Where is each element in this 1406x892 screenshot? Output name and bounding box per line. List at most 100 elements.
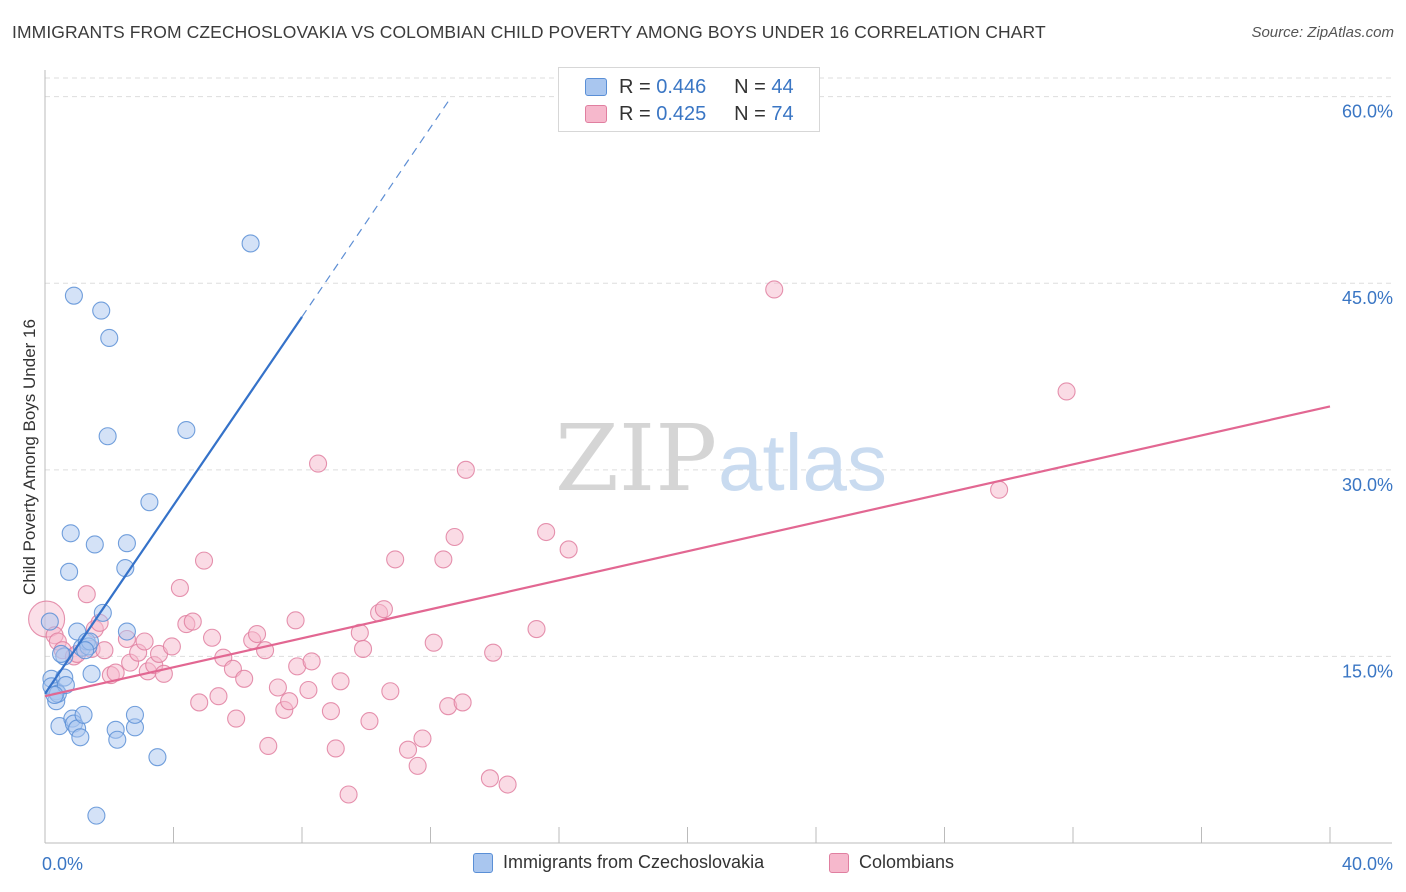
colombians-point — [360, 712, 379, 731]
czechoslovakia-point — [61, 524, 80, 543]
colombians-point — [190, 693, 209, 712]
colombians-point — [331, 672, 350, 691]
y-tick-label: 30.0% — [1342, 475, 1393, 495]
colombians-point — [453, 693, 472, 712]
czechoslovakia-point — [117, 534, 136, 553]
trendlines — [44, 98, 1331, 698]
czechoslovakia-point — [71, 728, 90, 747]
colombians-point — [374, 600, 393, 619]
series-name: Colombians — [859, 852, 955, 872]
czechoslovakia-point — [108, 730, 127, 749]
series-legend: Immigrants from Czechoslovakia Colombian… — [0, 852, 1406, 878]
colombians-point — [498, 775, 517, 794]
legend-r-label: R = — [619, 102, 651, 125]
x-tick-label: 40.0% — [1342, 854, 1393, 874]
colombians-point — [353, 639, 373, 659]
czechoslovakia-point — [125, 705, 144, 724]
colombians-point — [1057, 382, 1076, 401]
czechoslovakia-trendline — [44, 316, 303, 695]
colombians-point — [445, 527, 464, 547]
series-swatch-pink — [829, 852, 849, 873]
colombians-point — [299, 680, 318, 700]
czechoslovakia-point — [40, 612, 59, 631]
czechoslovakia-point — [100, 328, 119, 348]
czechoslovakia-point — [52, 644, 71, 663]
colombians-point — [480, 769, 499, 788]
colombians-point — [408, 756, 427, 775]
colombians-point — [259, 736, 278, 756]
czechoslovakia-point — [74, 705, 93, 724]
colombians-point — [203, 628, 222, 647]
y-tick-label: 45.0% — [1342, 288, 1393, 308]
czechoslovakia-points — [40, 234, 260, 825]
colombians-point — [456, 460, 475, 479]
legend-n-label: N = — [734, 102, 766, 125]
czechoslovakia-point — [241, 234, 260, 253]
legend-n-label: N = — [734, 75, 766, 98]
chart-title: IMMIGRANTS FROM CZECHOSLOVAKIA VS COLOMB… — [12, 22, 1046, 42]
czechoslovakia-point — [82, 664, 101, 683]
y-tick-label: 60.0% — [1342, 102, 1393, 122]
legend-swatch-pink — [585, 105, 607, 123]
legend-n-value: 74 — [771, 102, 794, 125]
colombians-point — [227, 709, 246, 728]
legend-r-value: 0.425 — [656, 102, 707, 125]
x-tick-label: 0.0% — [42, 854, 83, 874]
czechoslovakia-point — [93, 603, 112, 622]
czechoslovakia-point — [148, 748, 167, 767]
czechoslovakia-trendline-extension — [301, 98, 451, 318]
legend-r-value: 0.446 — [656, 75, 707, 98]
colombians-point — [280, 692, 299, 711]
colombians-point — [559, 540, 578, 559]
czechoslovakia-point — [140, 493, 159, 512]
colombians-point — [321, 702, 340, 721]
czechoslovakia-point — [76, 641, 95, 660]
watermark: ZIP atlas — [555, 405, 887, 512]
legend-row-colombians: R = 0.425 N = 74 — [585, 102, 794, 126]
colombians-point — [386, 550, 405, 569]
legend-n-value: 44 — [771, 75, 794, 98]
colombians-point — [537, 522, 556, 542]
colombians-point — [484, 643, 503, 662]
colombians-point — [77, 585, 96, 604]
colombians-point — [434, 550, 453, 569]
watermark-zip: ZIP — [555, 405, 717, 512]
colombians-point — [235, 669, 254, 688]
czechoslovakia-point — [117, 622, 136, 641]
czechoslovakia-point — [85, 535, 104, 554]
czechoslovakia-point — [177, 420, 196, 440]
colombians-trendline — [44, 405, 1331, 698]
colombians-point — [247, 624, 267, 644]
series-swatch-blue — [473, 852, 493, 873]
czechoslovakia-point — [64, 286, 83, 305]
axes — [44, 70, 1392, 844]
colombians-point — [424, 633, 443, 652]
series-name: Immigrants from Czechoslovakia — [503, 852, 765, 872]
series-legend-czechoslovakia[interactable]: Immigrants from Czechoslovakia — [473, 852, 764, 873]
colombians-point — [413, 729, 432, 748]
colombians-point — [990, 480, 1009, 499]
colombians-point — [194, 551, 214, 570]
czechoslovakia-point — [60, 562, 79, 581]
series-legend-colombians[interactable]: Colombians — [829, 852, 954, 873]
colombians-point — [135, 632, 154, 651]
colombians-point — [527, 619, 546, 639]
colombians-point — [170, 578, 189, 598]
colombians-point — [398, 740, 418, 759]
colombians-point — [326, 739, 345, 758]
colombians-point — [381, 682, 400, 701]
tick-labels: 15.0% 30.0% 45.0% 60.0% 0.0% 40.0% — [42, 102, 1393, 874]
colombians-point — [302, 652, 321, 671]
czechoslovakia-point — [92, 301, 111, 320]
colombians-point — [309, 454, 328, 473]
colombians-point — [765, 280, 784, 299]
y-tick-label: 15.0% — [1342, 661, 1393, 681]
colombians-point — [339, 785, 358, 804]
czechoslovakia-point — [87, 806, 106, 825]
colombians-point — [162, 637, 181, 656]
colombians-point — [268, 678, 287, 697]
legend-swatch-blue — [585, 78, 607, 96]
colombians-point — [183, 612, 202, 631]
correlation-legend: R = 0.446 N = 44 R = 0.425 N = 74 — [558, 67, 820, 132]
